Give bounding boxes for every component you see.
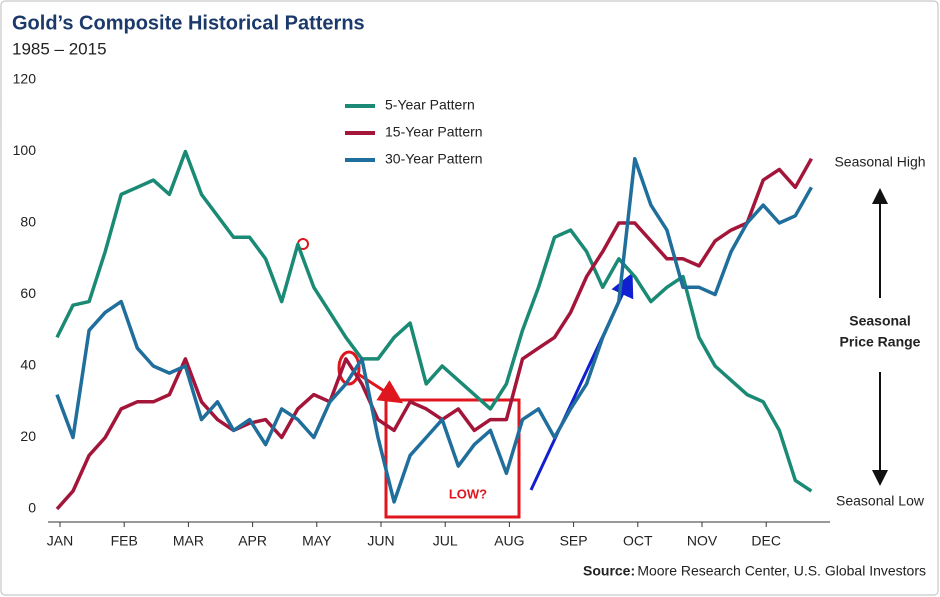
x-tick-label: OCT [623, 533, 653, 549]
x-tick-label: NOV [687, 533, 718, 549]
range-label: Price Range [840, 334, 921, 350]
low-box [384, 398, 521, 519]
legend-label: 15-Year Pattern [385, 124, 483, 140]
legend-label: 5-Year Pattern [385, 97, 475, 113]
x-tick-label: JAN [47, 533, 73, 549]
y-tick-label: 120 [13, 71, 37, 87]
chart-title: Gold’s Composite Historical Patterns [12, 12, 365, 34]
chart-subtitle: 1985 – 2015 [12, 39, 107, 58]
x-tick-label: AUG [494, 533, 524, 549]
x-tick-label: MAY [302, 533, 332, 549]
y-tick-label: 40 [20, 357, 36, 373]
y-tick-label: 20 [20, 428, 36, 444]
legend-label: 30-Year Pattern [385, 151, 483, 167]
x-tick-label: DEC [751, 533, 781, 549]
y-tick-label: 0 [28, 500, 36, 516]
series-line [55, 157, 813, 511]
range-label: Seasonal [849, 313, 910, 329]
source: Moore Research Center, U.S. Global Inves… [637, 563, 926, 579]
y-tick-label: 80 [20, 214, 36, 230]
high-label: Seasonal High [834, 154, 925, 170]
x-tick-label: JUN [367, 533, 394, 549]
x-tick-label: SEP [560, 533, 588, 549]
low-label: LOW? [449, 486, 487, 501]
x-tick-label: JUL [433, 533, 458, 549]
x-tick-label: MAR [173, 533, 204, 549]
x-tick-label: FEB [111, 533, 138, 549]
y-tick-label: 100 [13, 142, 37, 158]
low-end-label: Seasonal Low [836, 493, 925, 509]
y-tick-label: 60 [20, 285, 36, 301]
source-label: Source: [583, 563, 635, 579]
highlight-oval [337, 350, 361, 386]
series-line [55, 156, 813, 504]
x-tick-label: APR [238, 533, 267, 549]
